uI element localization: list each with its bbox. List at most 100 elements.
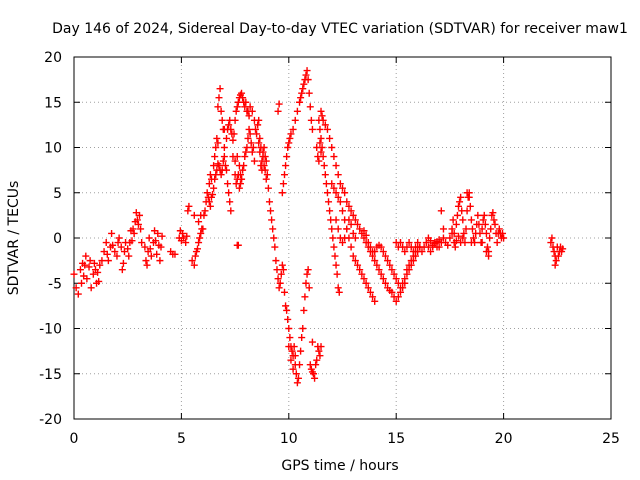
data-point bbox=[185, 202, 193, 210]
data-point bbox=[129, 225, 137, 233]
data-point bbox=[243, 144, 251, 151]
data-point bbox=[437, 207, 445, 215]
data-point bbox=[439, 225, 447, 233]
data-point bbox=[306, 103, 314, 111]
data-point bbox=[452, 220, 460, 228]
chart-title: Day 146 of 2024, Sidereal Day-to-day VTE… bbox=[52, 21, 628, 37]
data-point bbox=[235, 184, 243, 192]
data-point bbox=[115, 234, 123, 242]
data-point bbox=[362, 279, 370, 287]
data-point bbox=[313, 356, 321, 364]
data-point bbox=[289, 365, 297, 373]
x-tick-label: 20 bbox=[495, 431, 513, 447]
data-point bbox=[407, 257, 415, 265]
data-point bbox=[427, 237, 435, 245]
y-tick-label: -15 bbox=[39, 367, 62, 383]
data-point bbox=[343, 198, 351, 206]
data-point bbox=[111, 248, 119, 256]
data-point bbox=[284, 144, 292, 151]
data-point bbox=[334, 171, 342, 179]
data-point bbox=[315, 347, 323, 355]
data-point bbox=[286, 134, 294, 142]
data-point bbox=[468, 225, 476, 233]
data-point bbox=[356, 225, 364, 233]
data-point bbox=[358, 270, 366, 278]
data-point bbox=[268, 216, 276, 224]
data-point bbox=[74, 290, 82, 298]
data-point bbox=[493, 239, 501, 247]
data-point bbox=[90, 259, 98, 267]
data-point bbox=[86, 257, 94, 265]
data-point bbox=[467, 239, 475, 247]
data-point bbox=[269, 225, 277, 233]
data-point bbox=[183, 232, 191, 240]
y-axis-title: SDTVAR / TECUs bbox=[6, 181, 22, 296]
data-point bbox=[414, 239, 422, 247]
data-point bbox=[214, 103, 222, 111]
data-point bbox=[221, 162, 229, 170]
data-point bbox=[236, 180, 244, 188]
data-point bbox=[347, 243, 355, 251]
data-point bbox=[233, 103, 241, 111]
data-point bbox=[463, 189, 471, 197]
data-point bbox=[349, 211, 357, 219]
data-point bbox=[392, 297, 400, 305]
data-point bbox=[182, 239, 190, 247]
data-point bbox=[128, 237, 136, 245]
data-point bbox=[316, 352, 324, 360]
data-point bbox=[291, 352, 299, 360]
data-point bbox=[199, 225, 207, 233]
data-point bbox=[220, 144, 228, 151]
data-point bbox=[375, 266, 383, 274]
data-point bbox=[302, 71, 310, 79]
data-point bbox=[559, 245, 567, 253]
data-point bbox=[195, 239, 203, 247]
data-point bbox=[257, 162, 265, 170]
data-point bbox=[354, 261, 362, 269]
data-point bbox=[285, 325, 293, 332]
data-point bbox=[196, 234, 204, 242]
data-point bbox=[371, 297, 379, 305]
data-point bbox=[195, 218, 203, 226]
data-point bbox=[316, 139, 324, 147]
data-point bbox=[248, 148, 256, 156]
data-point bbox=[136, 211, 144, 219]
data-point bbox=[216, 85, 224, 93]
data-point bbox=[485, 252, 493, 260]
data-point bbox=[396, 239, 404, 247]
data-point bbox=[117, 243, 125, 251]
data-point bbox=[113, 252, 121, 260]
data-point bbox=[231, 116, 239, 124]
data-points bbox=[70, 67, 567, 387]
data-point bbox=[454, 202, 462, 210]
data-point bbox=[478, 239, 486, 247]
data-point bbox=[275, 100, 283, 108]
data-point bbox=[200, 211, 208, 219]
data-point bbox=[366, 243, 374, 251]
ticks bbox=[73, 56, 612, 420]
x-axis-title: GPS time / hours bbox=[281, 458, 398, 474]
data-point bbox=[263, 171, 271, 179]
data-point bbox=[231, 157, 239, 165]
data-point bbox=[339, 207, 346, 215]
data-point bbox=[478, 225, 486, 233]
data-point bbox=[229, 136, 237, 144]
data-point bbox=[215, 162, 223, 170]
data-point bbox=[227, 207, 235, 215]
data-point bbox=[453, 211, 461, 219]
data-point bbox=[267, 207, 275, 215]
data-point bbox=[448, 225, 456, 233]
data-point bbox=[224, 180, 232, 188]
data-point bbox=[239, 94, 247, 102]
data-point bbox=[285, 343, 293, 351]
data-point bbox=[217, 107, 225, 115]
data-point bbox=[276, 279, 284, 287]
data-point bbox=[245, 112, 253, 120]
x-tick-label: 25 bbox=[602, 431, 620, 447]
data-point bbox=[551, 261, 559, 269]
data-point bbox=[147, 252, 155, 260]
data-point bbox=[356, 266, 364, 274]
data-point bbox=[379, 248, 387, 256]
data-point bbox=[318, 112, 326, 120]
data-point bbox=[240, 162, 248, 170]
